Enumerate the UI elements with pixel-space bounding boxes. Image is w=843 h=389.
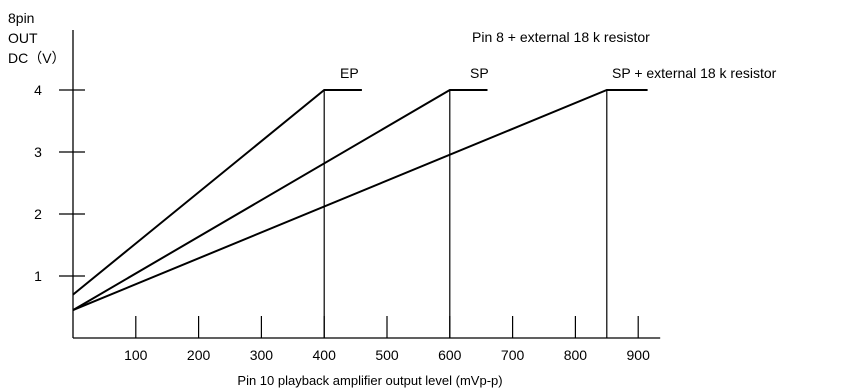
- x-tick-label: 800: [564, 347, 588, 363]
- annotation-pin8: Pin 8 + external 18 k resistor: [472, 29, 650, 45]
- y-ticks: 1 2 3 4: [34, 82, 85, 284]
- series-line-1: [72, 89, 488, 311]
- x-tick-label: 600: [438, 347, 462, 363]
- y-axis-label-line-3: DC（V）: [8, 50, 66, 66]
- y-tick-label: 1: [34, 268, 42, 284]
- series-line-2: [72, 89, 648, 312]
- y-tick-label: 2: [34, 206, 42, 222]
- series-label-sp-ext: SP + external 18 k resistor: [612, 65, 777, 81]
- x-tick-label: 300: [250, 347, 274, 363]
- y-axis-label-line-2: OUT: [8, 30, 38, 46]
- drop-lines: [323, 90, 608, 338]
- y-tick-label: 4: [34, 82, 42, 98]
- x-tick-label: 400: [313, 347, 337, 363]
- series-label-ep: EP: [340, 65, 359, 81]
- x-ticks: 100 200 300 400 500 600 700 800 900: [124, 316, 650, 363]
- x-tick-label: 500: [375, 347, 399, 363]
- series-line-0: [72, 89, 362, 296]
- y-axis-label-line-1: 8pin: [8, 10, 34, 26]
- x-tick-label: 900: [627, 347, 651, 363]
- x-tick-label: 100: [124, 347, 148, 363]
- x-tick-label: 700: [501, 347, 525, 363]
- axes: [72, 30, 661, 339]
- series-lines: [72, 89, 648, 312]
- x-axis-title: Pin 10 playback amplifier output level (…: [237, 373, 502, 388]
- y-tick-label: 3: [34, 144, 42, 160]
- x-tick-label: 200: [187, 347, 211, 363]
- series-label-sp: SP: [470, 65, 489, 81]
